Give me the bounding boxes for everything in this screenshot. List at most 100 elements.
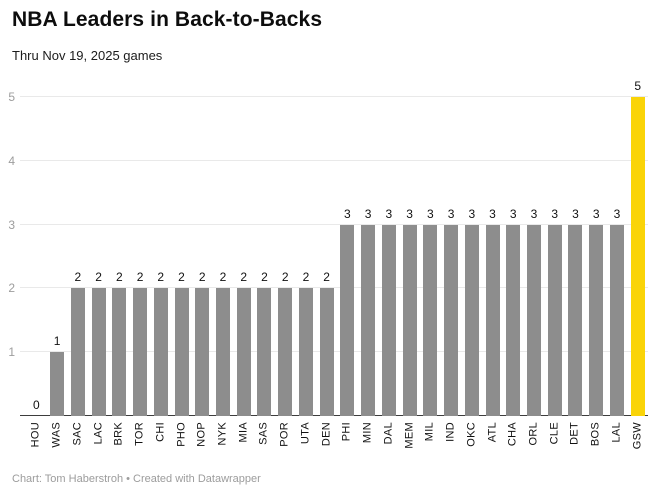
bar-det [568, 224, 583, 416]
bar-group-por: 2 POR [275, 97, 296, 447]
bar-value-label-nop: 2 [198, 270, 206, 285]
bar-value-label-dal: 3 [385, 206, 393, 221]
bar-group-chi: 2 CHI [150, 97, 171, 442]
x-tick-label-orl: ORL [527, 422, 540, 446]
x-tick-label-lac: LAC [92, 422, 105, 445]
bar-value-label-bos: 3 [592, 206, 600, 221]
x-tick-label-det: DET [568, 422, 581, 445]
bar-brk [112, 288, 127, 416]
bar-cle [547, 224, 562, 416]
bar-sac [70, 288, 85, 416]
x-tick-label-min: MIN [361, 422, 374, 444]
x-tick-label-sac: SAC [71, 422, 84, 446]
x-tick-label-gsw: GSW [631, 422, 644, 450]
y-tick-label-5: 5 [8, 90, 15, 104]
x-tick-label-phi: PHI [340, 422, 353, 442]
y-tick-label-4: 4 [8, 153, 15, 168]
bar-value-label-sac: 2 [74, 270, 82, 285]
bar-phi [340, 224, 355, 416]
bar-uta [298, 288, 313, 416]
bar-nop [195, 288, 210, 416]
bar-lal [609, 224, 624, 416]
bar-pho [174, 288, 189, 416]
x-tick-label-tor: TOR [133, 422, 146, 446]
bar-value-label-min: 3 [364, 206, 372, 221]
x-tick-label-pho: PHO [175, 422, 187, 447]
x-tick-label-mil: MIL [423, 422, 436, 442]
bar-den [319, 288, 334, 416]
bar-value-label-orl: 3 [530, 206, 538, 221]
bar-value-label-mia: 2 [240, 270, 248, 285]
x-tick-label-atl: ATL [486, 422, 499, 443]
x-tick-label-uta: UTA [299, 422, 312, 445]
bar-group-bos: 3 BOS [586, 97, 607, 446]
bar-group-sas: 2 SAS [254, 97, 275, 445]
bar-value-label-hou: 0 [33, 398, 40, 412]
bar-gsw [630, 97, 645, 416]
bar-min [361, 224, 376, 416]
x-tick-label-brk: BRK [112, 422, 125, 446]
chart-credit: Chart: Tom Haberstroh • Created with Dat… [12, 473, 261, 485]
bar-group-orl: 3 ORL [524, 97, 545, 446]
x-tick-label-hou: HOU [29, 422, 42, 448]
x-tick-label-sas: SAS [257, 422, 270, 445]
bar-sas [257, 288, 272, 416]
x-tick-label-dal: DAL [382, 422, 395, 445]
bar-group-nop: 2 NOP [192, 97, 213, 447]
gridline-y3 [20, 223, 648, 225]
bar-ind [444, 224, 459, 416]
bar-group-pho: 2 PHO [171, 97, 192, 447]
bar-value-label-lal: 3 [613, 206, 621, 221]
x-tick-label-nyk: NYK [216, 422, 229, 446]
bar-group-hou: 0 HOU [26, 97, 47, 447]
bar-group-lal: 3 LAL [607, 97, 628, 442]
bar-group-was: 1 WAS [47, 97, 68, 448]
bar-value-label-cha: 3 [509, 206, 517, 221]
bar-cha [506, 224, 521, 416]
gridline-y5 [20, 96, 648, 97]
bar-group-mia: 2 MIA [233, 97, 254, 442]
bar-lac [91, 288, 106, 416]
bar-value-label-gsw: 5 [634, 79, 641, 93]
bar-value-label-tor: 2 [136, 270, 144, 285]
bar-atl [485, 224, 500, 416]
bar-group-uta: 2 UTA [296, 97, 317, 444]
bar-nyk [215, 288, 230, 416]
bar-mem [402, 224, 417, 416]
bar-group-brk: 2 BRK [109, 97, 130, 446]
bar-bos [589, 224, 604, 416]
x-tick-label-den: DEN [320, 422, 333, 447]
bar-value-label-por: 2 [281, 270, 289, 285]
bar-value-label-mil: 3 [426, 206, 434, 221]
x-tick-label-mia: MIA [237, 422, 250, 443]
bar-group-mil: 3 MIL [420, 97, 441, 441]
gridline-y4 [20, 159, 648, 161]
x-tick-label-okc: OKC [465, 422, 478, 447]
y-tick-label-3: 3 [8, 217, 15, 232]
bar-was [50, 352, 65, 416]
bar-series: 0 HOU 1 WAS 2 SAC 2 LAC 2 BRK 2 TOR 2 CHI 2 PHO 2 NOP 2 NYK… [26, 80, 648, 449]
bar-group-nyk: 2 NYK [213, 97, 234, 446]
bar-group-cle: 3 CLE [544, 97, 565, 444]
bar-value-label-pho: 2 [178, 270, 185, 285]
bar-mil [423, 224, 438, 416]
bar-group-ind: 3 IND [441, 97, 462, 442]
bar-group-atl: 3 ATL [482, 97, 503, 442]
bar-value-label-uta: 2 [302, 270, 310, 285]
bar-group-dal: 3 DAL [378, 97, 399, 444]
bar-group-tor: 2 TOR [130, 97, 151, 446]
x-tick-label-lal: LAL [610, 422, 623, 443]
bar-value-label-okc: 3 [468, 206, 476, 221]
bar-tor [133, 288, 148, 416]
bar-group-okc: 3 OKC [461, 97, 482, 447]
x-tick-label-cha: CHA [506, 422, 519, 447]
bar-value-label-mem: 3 [406, 206, 413, 221]
bar-dal [381, 224, 396, 416]
bar-value-label-chi: 2 [157, 270, 165, 285]
x-tick-label-ind: IND [444, 422, 457, 442]
bar-por [278, 288, 293, 416]
plot-area: 0 HOU 1 WAS 2 SAC 2 LAC 2 BRK 2 TOR 2 CHI 2 PHO 2 NOP 2 NYK… [20, 80, 648, 449]
bar-group-gsw: 5 GSW [627, 80, 648, 449]
bar-group-mem: 3 MEM [399, 97, 420, 449]
